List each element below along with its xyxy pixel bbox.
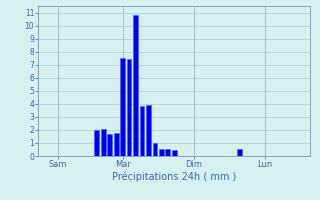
Bar [127,59,132,156]
Bar [153,143,157,156]
Bar [114,133,118,156]
Bar [237,149,242,156]
Bar [101,129,106,156]
Bar [140,106,144,156]
Bar [159,149,164,156]
Bar [107,134,112,156]
Bar [172,150,177,156]
Bar [133,15,138,156]
Bar [94,130,99,156]
Bar [120,58,125,156]
Bar [165,149,170,156]
X-axis label: Précipitations 24h ( mm ): Précipitations 24h ( mm ) [112,172,236,182]
Bar [146,105,151,156]
